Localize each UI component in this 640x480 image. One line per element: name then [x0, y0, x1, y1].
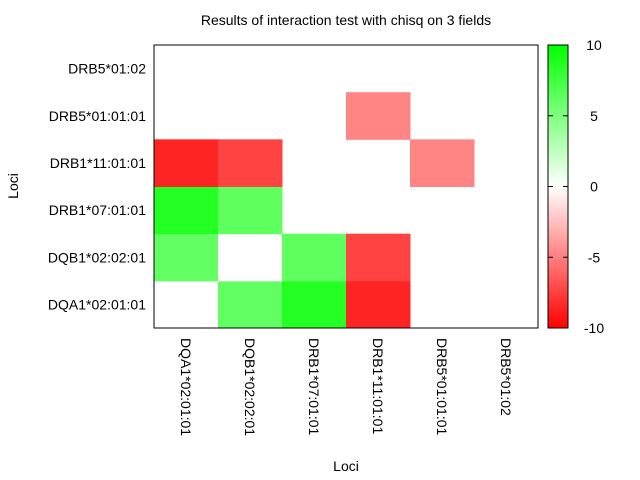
y-axis-label: Loci	[5, 173, 21, 199]
x-tick-label: DRB1*07:01:01	[306, 338, 322, 436]
x-tick-label: DQB1*02:02:01	[242, 338, 258, 436]
heatmap-cell	[282, 280, 347, 329]
y-tick-label: DRB5*01:02	[68, 61, 146, 77]
x-tick-labels: DQA1*02:01:01 DQB1*02:02:01 DRB1*07:01:01 D…	[178, 338, 514, 436]
heatmap-cells	[154, 92, 475, 329]
colorbar-tick-label: 10	[586, 37, 602, 53]
heatmap-cell	[218, 186, 283, 235]
x-tick-label: DQA1*02:01:01	[178, 338, 194, 436]
x-tick-label: DRB1*11:01:01	[370, 338, 386, 434]
colorbar-tick-label: 0	[590, 179, 598, 195]
plot-frame	[153, 44, 539, 329]
heatmap-cell	[218, 139, 283, 187]
y-tick-labels: DQA1*02:01:01 DQB1*02:02:01 DRB1*07:01:01 D…	[48, 61, 146, 313]
heatmap-cell	[218, 233, 283, 282]
heatmap-cell	[282, 233, 347, 282]
heatmap-cell	[154, 139, 219, 187]
colorbar-tick-label: 5	[590, 108, 598, 124]
y-tick-label: DQA1*02:01:01	[48, 296, 146, 312]
heatmap-cell	[346, 92, 411, 140]
x-tick-label: DRB5*01:01:01	[434, 338, 450, 436]
colorbar-ticks: 10 5 0 -5 -10	[548, 37, 604, 336]
heatmap-cell	[346, 280, 411, 329]
heatmap-cell	[154, 233, 219, 282]
x-tick-label: DRB5*01:02	[498, 338, 514, 416]
x-axis-label: Loci	[333, 458, 359, 474]
y-tick-label: DRB1*11:01:01	[50, 155, 146, 171]
heatmap-cell	[410, 139, 475, 187]
colorbar-tick-label: -10	[584, 320, 604, 336]
heatmap-cell	[346, 233, 411, 282]
chart-title: Results of interaction test with chisq o…	[201, 12, 491, 28]
y-tick-label: DRB5*01:01:01	[49, 108, 147, 124]
heatmap-cell	[154, 280, 219, 329]
colorbar-tick-label: -5	[588, 249, 601, 265]
heatmap-cell	[154, 186, 219, 235]
heatmap-cell	[218, 280, 283, 329]
y-tick-label: DQB1*02:02:01	[48, 249, 146, 265]
y-tick-label: DRB1*07:01:01	[49, 202, 147, 218]
